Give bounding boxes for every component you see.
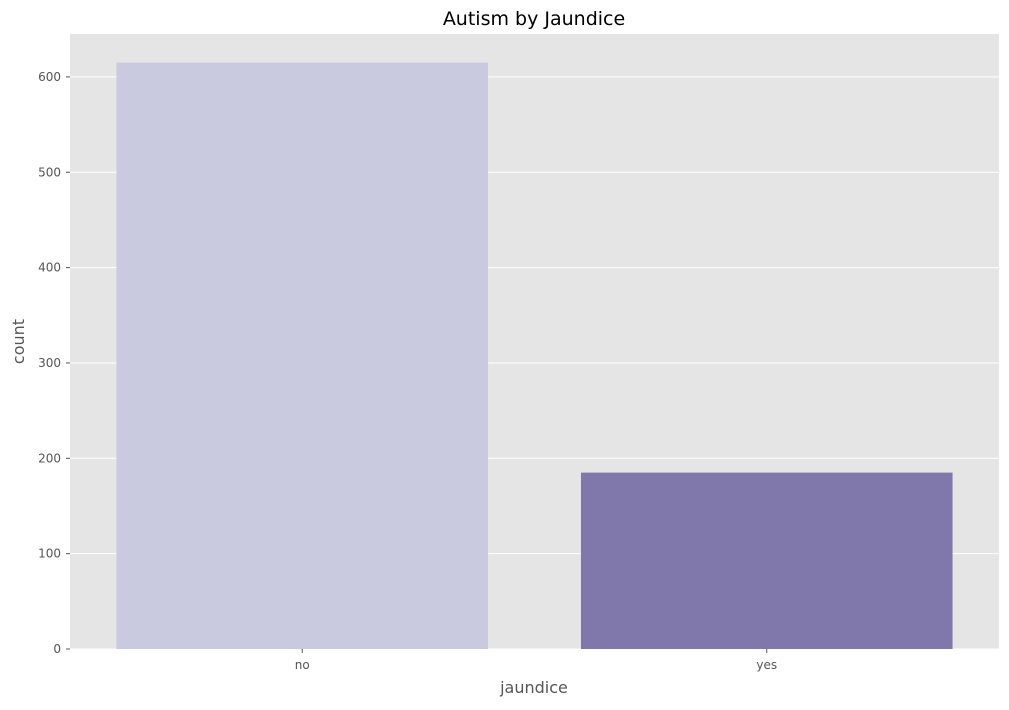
y-tick-label: 600	[38, 70, 61, 84]
y-tick-label: 400	[38, 261, 61, 275]
y-tick-label: 100	[38, 547, 61, 561]
x-tick-label: no	[295, 658, 310, 672]
bar-no	[116, 62, 489, 649]
x-axis-ticks: no yes	[295, 649, 777, 672]
bar-yes	[580, 472, 953, 649]
chart-title: Autism by Jaundice	[443, 8, 625, 30]
y-axis-label: count	[9, 319, 28, 364]
x-axis-label: jaundice	[499, 678, 568, 697]
y-tick-label: 500	[38, 165, 61, 179]
bars	[116, 62, 953, 649]
y-axis-ticks: 0 100 200 300 400 500 600	[38, 70, 70, 656]
x-tick-label: yes	[756, 658, 777, 672]
y-tick-label: 200	[38, 451, 61, 465]
y-tick-label: 300	[38, 356, 61, 370]
y-tick-label: 0	[53, 642, 61, 656]
